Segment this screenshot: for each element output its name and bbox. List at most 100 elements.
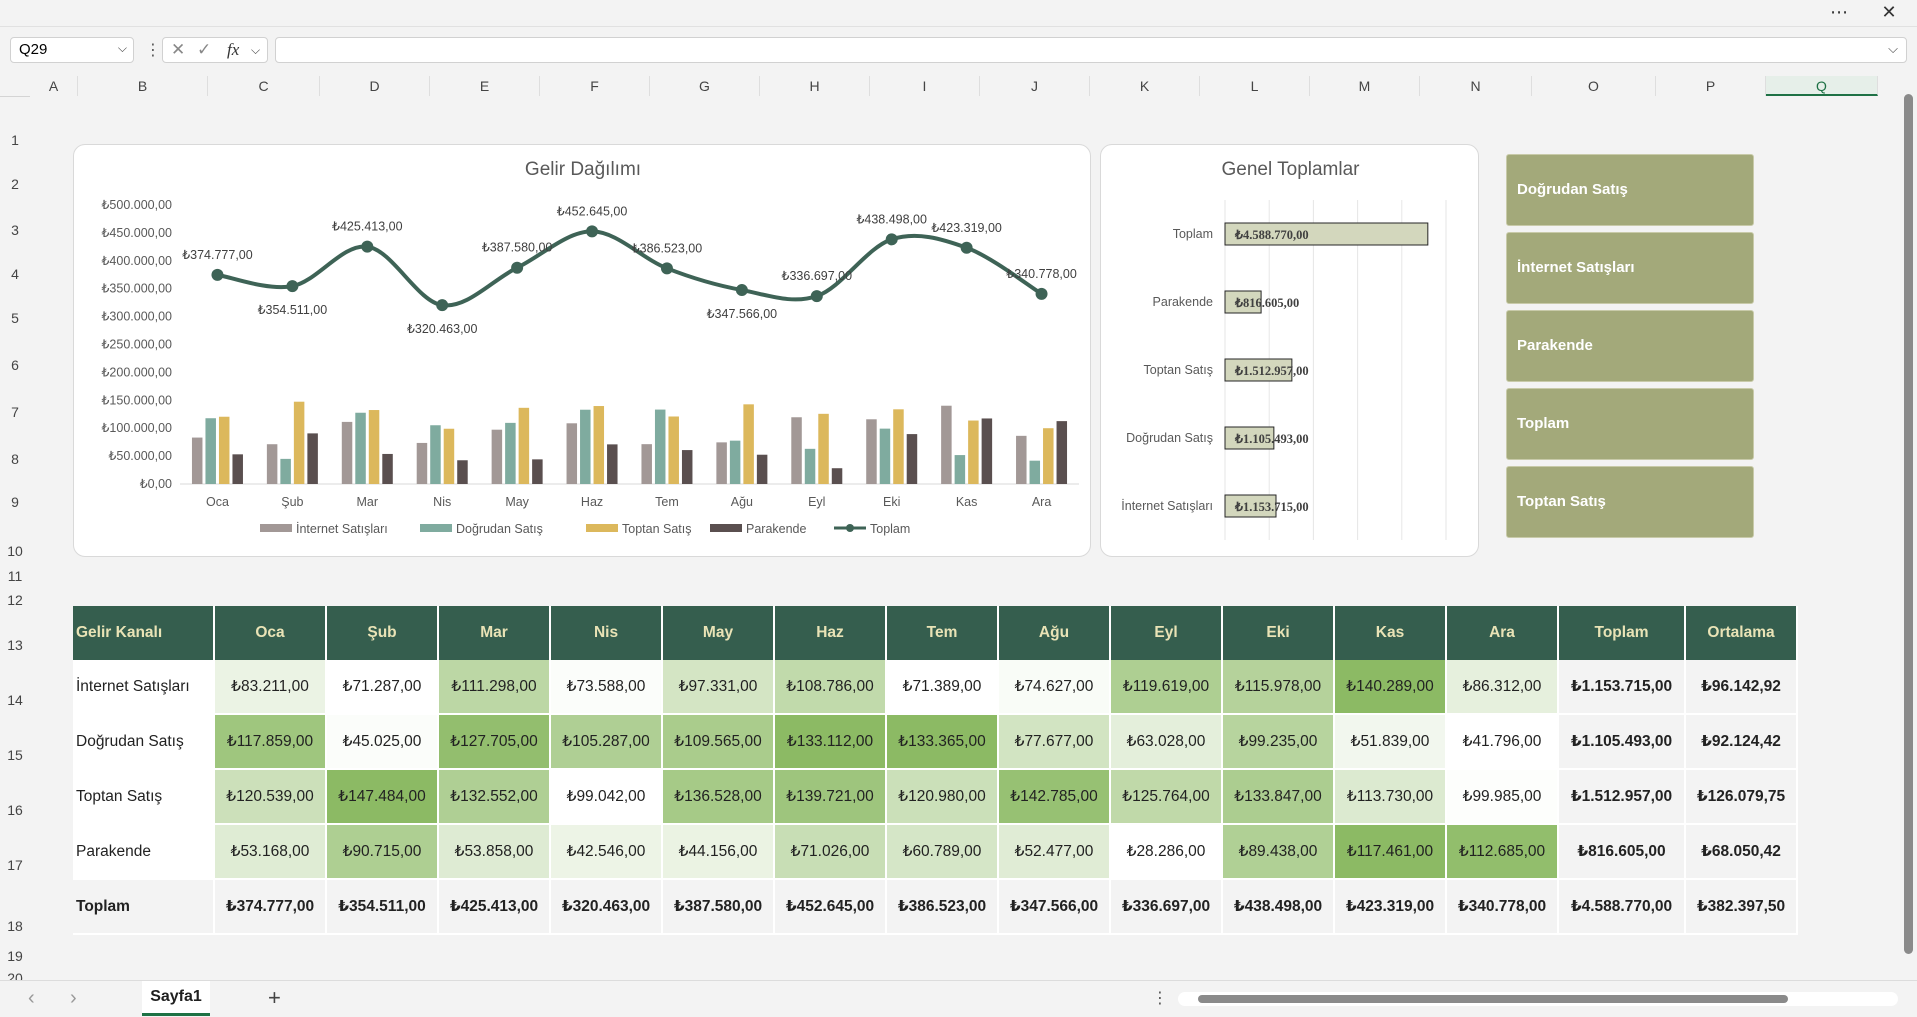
- bar[interactable]: [968, 420, 979, 484]
- row-header[interactable]: 6: [11, 357, 19, 373]
- vertical-scrollbar[interactable]: [1900, 76, 1917, 980]
- table-cell[interactable]: ₺139.721,00: [775, 770, 887, 825]
- row-label[interactable]: Parakende: [73, 825, 215, 880]
- table-cell[interactable]: ₺52.477,00: [999, 825, 1111, 880]
- table-cell[interactable]: ₺127.705,00: [439, 715, 551, 770]
- row-header[interactable]: 15: [7, 747, 23, 763]
- slicer-item[interactable]: Parakende: [1506, 310, 1754, 382]
- row-header[interactable]: 17: [7, 857, 23, 873]
- table-cell[interactable]: ₺119.619,00: [1111, 660, 1223, 715]
- table-cell[interactable]: ₺132.552,00: [439, 770, 551, 825]
- sheet-tab[interactable]: Sayfa1: [142, 981, 210, 1016]
- table-cell[interactable]: ₺42.546,00: [551, 825, 663, 880]
- column-header[interactable]: G: [650, 76, 760, 96]
- bar[interactable]: [232, 454, 243, 484]
- table-cell[interactable]: ₺28.286,00: [1111, 825, 1223, 880]
- table-cell[interactable]: ₺99.235,00: [1223, 715, 1335, 770]
- chevron-down-icon[interactable]: ⌵: [117, 41, 127, 55]
- total-cell[interactable]: ₺423.319,00: [1335, 880, 1447, 935]
- column-header[interactable]: C: [208, 76, 320, 96]
- slicer-item[interactable]: Doğrudan Satış: [1506, 154, 1754, 226]
- column-header[interactable]: N: [1420, 76, 1532, 96]
- table-cell[interactable]: ₺77.677,00: [999, 715, 1111, 770]
- total-cell[interactable]: ₺386.523,00: [887, 880, 999, 935]
- bar[interactable]: [457, 460, 468, 484]
- table-cell[interactable]: ₺71.026,00: [775, 825, 887, 880]
- row-total-cell[interactable]: ₺816.605,00: [1559, 825, 1686, 880]
- bar[interactable]: [1043, 428, 1054, 484]
- table-cell[interactable]: ₺108.786,00: [775, 660, 887, 715]
- column-header[interactable]: B: [78, 76, 208, 96]
- legend-label[interactable]: Doğrudan Satış: [456, 522, 543, 536]
- total-cell[interactable]: ₺354.511,00: [327, 880, 439, 935]
- bar[interactable]: [1016, 435, 1027, 484]
- bar[interactable]: [804, 448, 816, 484]
- more-vertical-icon[interactable]: ⋮: [1152, 990, 1168, 1007]
- bar[interactable]: [1224, 358, 1293, 382]
- bar[interactable]: [355, 412, 366, 484]
- column-header[interactable]: H: [760, 76, 870, 96]
- column-header[interactable]: Q: [1766, 76, 1878, 96]
- table-cell[interactable]: ₺117.461,00: [1335, 825, 1447, 880]
- close-icon[interactable]: ✕: [1881, 2, 1897, 22]
- table-cell[interactable]: ₺83.211,00: [215, 660, 327, 715]
- table-cell[interactable]: ₺111.298,00: [439, 660, 551, 715]
- row-header[interactable]: 1: [11, 132, 19, 148]
- table-cell[interactable]: ₺89.438,00: [1223, 825, 1335, 880]
- legend-label[interactable]: Toptan Satış: [622, 522, 692, 536]
- bar[interactable]: [416, 442, 428, 484]
- bar[interactable]: [981, 418, 993, 484]
- bar[interactable]: [668, 416, 679, 484]
- bar[interactable]: [443, 428, 455, 484]
- table-cell[interactable]: ₺133.365,00: [887, 715, 999, 770]
- bar[interactable]: [580, 409, 591, 484]
- bar[interactable]: [205, 418, 216, 484]
- line-point[interactable]: [735, 284, 748, 297]
- row-average-cell[interactable]: ₺126.079,75: [1686, 770, 1798, 825]
- table-cell[interactable]: ₺86.312,00: [1447, 660, 1559, 715]
- table-cell[interactable]: ₺99.042,00: [551, 770, 663, 825]
- table-cell[interactable]: ₺41.796,00: [1447, 715, 1559, 770]
- line-point[interactable]: [586, 225, 599, 238]
- row-header[interactable]: 10: [7, 543, 23, 559]
- row-total-cell[interactable]: ₺1.153.715,00: [1559, 660, 1686, 715]
- series-line-toplam[interactable]: [217, 229, 1043, 308]
- table-cell[interactable]: ₺60.789,00: [887, 825, 999, 880]
- row-header[interactable]: 5: [11, 310, 19, 326]
- legend-label[interactable]: İnternet Satışları: [296, 522, 388, 536]
- row-header[interactable]: 2: [11, 176, 19, 192]
- bar[interactable]: [280, 458, 291, 484]
- chart-genel-toplamlar[interactable]: Genel Toplamlar Toplam ₺4.588.770,00 Parak…: [1100, 144, 1479, 557]
- bar[interactable]: [293, 401, 305, 484]
- row-header[interactable]: 19: [7, 948, 23, 964]
- table-cell[interactable]: ₺125.764,00: [1111, 770, 1223, 825]
- table-cell[interactable]: ₺73.588,00: [551, 660, 663, 715]
- bar[interactable]: [906, 434, 918, 484]
- line-point[interactable]: [810, 290, 823, 303]
- table-cell[interactable]: ₺51.839,00: [1335, 715, 1447, 770]
- column-header[interactable]: K: [1090, 76, 1200, 96]
- table-cell[interactable]: ₺117.859,00: [215, 715, 327, 770]
- total-cell[interactable]: ₺340.778,00: [1447, 880, 1559, 935]
- chart-gelir-dagilimi[interactable]: Gelir Dağılımı ₺500.000,00 ₺450.000,00 ₺40…: [73, 144, 1091, 557]
- bar[interactable]: [266, 444, 278, 484]
- row-label[interactable]: Toplam: [73, 880, 215, 935]
- row-header[interactable]: 12: [7, 592, 23, 608]
- total-cell[interactable]: ₺320.463,00: [551, 880, 663, 935]
- bar[interactable]: [743, 404, 754, 484]
- bar[interactable]: [954, 455, 966, 484]
- more-icon[interactable]: ⋯: [1830, 2, 1848, 22]
- slicer-item[interactable]: Toplam: [1506, 388, 1754, 460]
- horizontal-scrollbar[interactable]: [1178, 992, 1898, 1006]
- table-cell[interactable]: ₺109.565,00: [663, 715, 775, 770]
- row-average-cell[interactable]: ₺92.124,42: [1686, 715, 1798, 770]
- column-header[interactable]: L: [1200, 76, 1310, 96]
- column-header[interactable]: D: [320, 76, 430, 96]
- table-cell[interactable]: ₺53.858,00: [439, 825, 551, 880]
- line-point[interactable]: [211, 268, 224, 281]
- row-total-cell[interactable]: ₺1.105.493,00: [1559, 715, 1686, 770]
- name-box[interactable]: Q29 ⌵: [10, 37, 134, 63]
- table-cell[interactable]: ₺105.287,00: [551, 715, 663, 770]
- bar[interactable]: [1224, 426, 1275, 450]
- table-cell[interactable]: ₺90.715,00: [327, 825, 439, 880]
